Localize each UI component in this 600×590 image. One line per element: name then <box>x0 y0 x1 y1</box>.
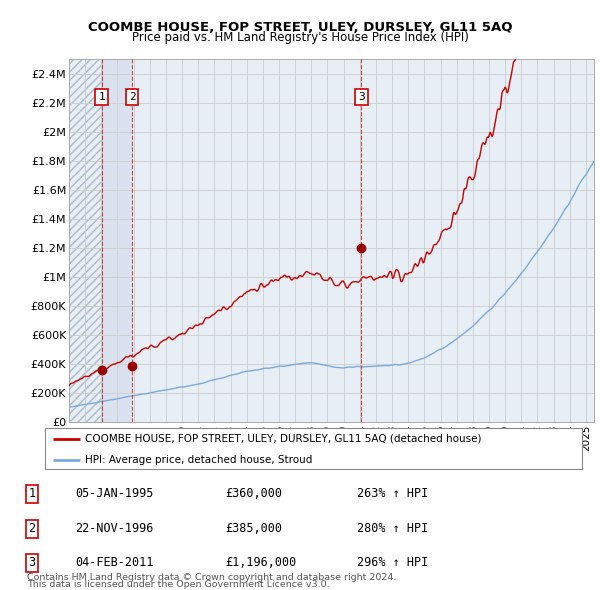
Bar <box>69 59 101 422</box>
Text: COOMBE HOUSE, FOP STREET, ULEY, DURSLEY, GL11 5AQ (detached house): COOMBE HOUSE, FOP STREET, ULEY, DURSLEY,… <box>85 434 482 444</box>
Bar <box>101 59 132 422</box>
Text: Price paid vs. HM Land Registry's House Price Index (HPI): Price paid vs. HM Land Registry's House … <box>131 31 469 44</box>
Text: COOMBE HOUSE, FOP STREET, ULEY, DURSLEY, GL11 5AQ: COOMBE HOUSE, FOP STREET, ULEY, DURSLEY,… <box>88 21 512 34</box>
Text: 3: 3 <box>358 92 365 102</box>
Text: 2: 2 <box>28 522 35 535</box>
Text: 04-FEB-2011: 04-FEB-2011 <box>75 556 154 569</box>
Bar <box>69 59 101 422</box>
Text: 2: 2 <box>128 92 136 102</box>
Text: 263% ↑ HPI: 263% ↑ HPI <box>357 487 428 500</box>
Text: Contains HM Land Registry data © Crown copyright and database right 2024.: Contains HM Land Registry data © Crown c… <box>27 573 397 582</box>
Text: 05-JAN-1995: 05-JAN-1995 <box>75 487 154 500</box>
Text: 1: 1 <box>28 487 35 500</box>
Text: 1: 1 <box>98 92 105 102</box>
Text: 280% ↑ HPI: 280% ↑ HPI <box>357 522 428 535</box>
Text: This data is licensed under the Open Government Licence v3.0.: This data is licensed under the Open Gov… <box>27 581 329 589</box>
Text: 296% ↑ HPI: 296% ↑ HPI <box>357 556 428 569</box>
Text: 3: 3 <box>28 556 35 569</box>
Text: HPI: Average price, detached house, Stroud: HPI: Average price, detached house, Stro… <box>85 454 313 464</box>
Text: £385,000: £385,000 <box>225 522 282 535</box>
Text: £360,000: £360,000 <box>225 487 282 500</box>
FancyBboxPatch shape <box>45 428 582 469</box>
Text: 22-NOV-1996: 22-NOV-1996 <box>75 522 154 535</box>
Text: £1,196,000: £1,196,000 <box>225 556 296 569</box>
